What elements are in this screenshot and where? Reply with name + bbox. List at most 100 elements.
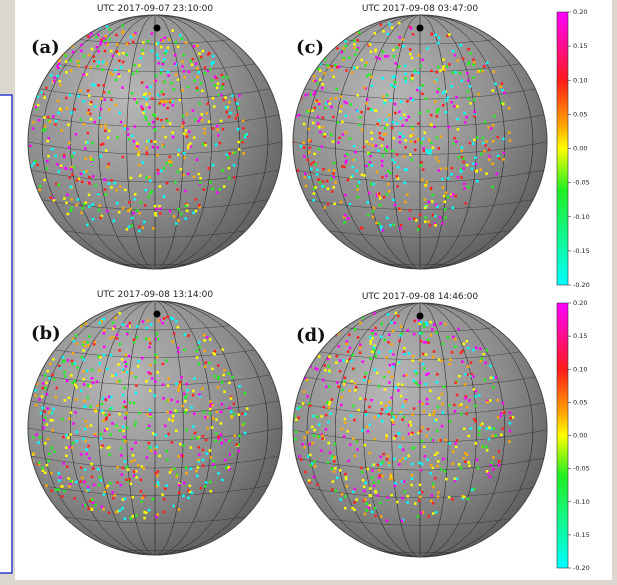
data-point: [168, 418, 171, 421]
data-point: [374, 355, 377, 358]
data-point: [336, 88, 339, 91]
data-point: [111, 422, 114, 425]
data-point: [97, 65, 100, 68]
data-point: [438, 397, 441, 400]
data-point: [493, 115, 496, 118]
data-point: [371, 469, 374, 472]
data-point: [160, 72, 163, 75]
data-point: [476, 459, 479, 462]
data-point: [170, 82, 173, 85]
data-point: [427, 110, 430, 113]
data-point: [324, 369, 327, 372]
data-point: [49, 363, 52, 366]
data-point: [127, 209, 130, 212]
data-point: [80, 50, 83, 53]
data-point: [61, 495, 64, 498]
data-point: [68, 146, 71, 149]
data-point: [91, 476, 94, 479]
data-point: [100, 143, 103, 146]
data-point: [453, 404, 456, 407]
data-point: [353, 43, 356, 46]
data-point: [143, 517, 146, 520]
data-point: [213, 375, 216, 378]
data-point: [157, 169, 160, 172]
data-point: [467, 365, 470, 368]
data-point: [331, 65, 334, 68]
data-point: [388, 462, 391, 465]
data-point: [192, 394, 195, 397]
data-point: [154, 451, 157, 454]
data-point: [67, 437, 70, 440]
data-point: [349, 103, 352, 106]
data-point: [420, 142, 423, 145]
data-point: [118, 211, 121, 214]
data-point: [480, 360, 483, 363]
data-point: [344, 473, 347, 476]
data-point: [442, 458, 445, 461]
data-point: [146, 456, 149, 459]
data-point: [118, 112, 121, 115]
data-point: [193, 413, 196, 416]
data-point: [185, 467, 188, 470]
data-point: [436, 331, 439, 334]
data-point: [341, 165, 344, 168]
data-point: [327, 442, 330, 445]
data-point: [376, 372, 379, 375]
data-point: [128, 355, 131, 358]
data-point: [86, 341, 89, 344]
data-point: [319, 69, 322, 72]
data-point: [466, 72, 469, 75]
data-point: [118, 75, 121, 78]
data-point: [127, 469, 130, 472]
data-point: [215, 418, 218, 421]
data-point: [216, 191, 219, 194]
data-point: [163, 167, 166, 170]
data-point: [429, 414, 432, 417]
data-point: [419, 401, 422, 404]
data-point: [195, 62, 198, 65]
data-point: [156, 474, 159, 477]
data-point: [79, 89, 82, 92]
data-point: [374, 32, 377, 35]
data-point: [53, 80, 56, 83]
data-point: [354, 382, 357, 385]
data-point: [133, 402, 136, 405]
data-point: [233, 164, 236, 167]
data-point: [41, 395, 44, 398]
data-point: [400, 333, 403, 336]
data-point: [396, 153, 399, 156]
data-point: [359, 344, 362, 347]
data-point: [384, 55, 387, 58]
data-point: [401, 520, 404, 523]
data-point: [94, 121, 97, 124]
data-point: [202, 449, 205, 452]
data-point: [398, 207, 401, 210]
data-point: [214, 350, 217, 353]
data-point: [214, 440, 217, 443]
data-point: [438, 88, 441, 91]
data-point: [427, 372, 430, 375]
data-point: [319, 181, 322, 184]
data-point: [99, 217, 102, 220]
data-point: [461, 146, 464, 149]
colorbar: [557, 303, 568, 568]
data-point: [228, 101, 231, 104]
data-point: [177, 154, 180, 157]
data-point: [99, 117, 102, 120]
data-point: [450, 173, 453, 176]
data-point: [141, 497, 144, 500]
data-point: [93, 484, 96, 487]
data-point: [464, 121, 467, 124]
data-point: [315, 99, 318, 102]
data-point: [311, 426, 314, 429]
data-point: [194, 118, 197, 121]
data-point: [236, 102, 239, 105]
data-point: [320, 415, 323, 418]
data-point: [329, 412, 332, 415]
data-point: [76, 342, 79, 345]
data-point: [353, 145, 356, 148]
data-point: [365, 62, 368, 65]
data-point: [203, 339, 206, 342]
data-point: [302, 402, 305, 405]
data-point: [119, 185, 122, 188]
